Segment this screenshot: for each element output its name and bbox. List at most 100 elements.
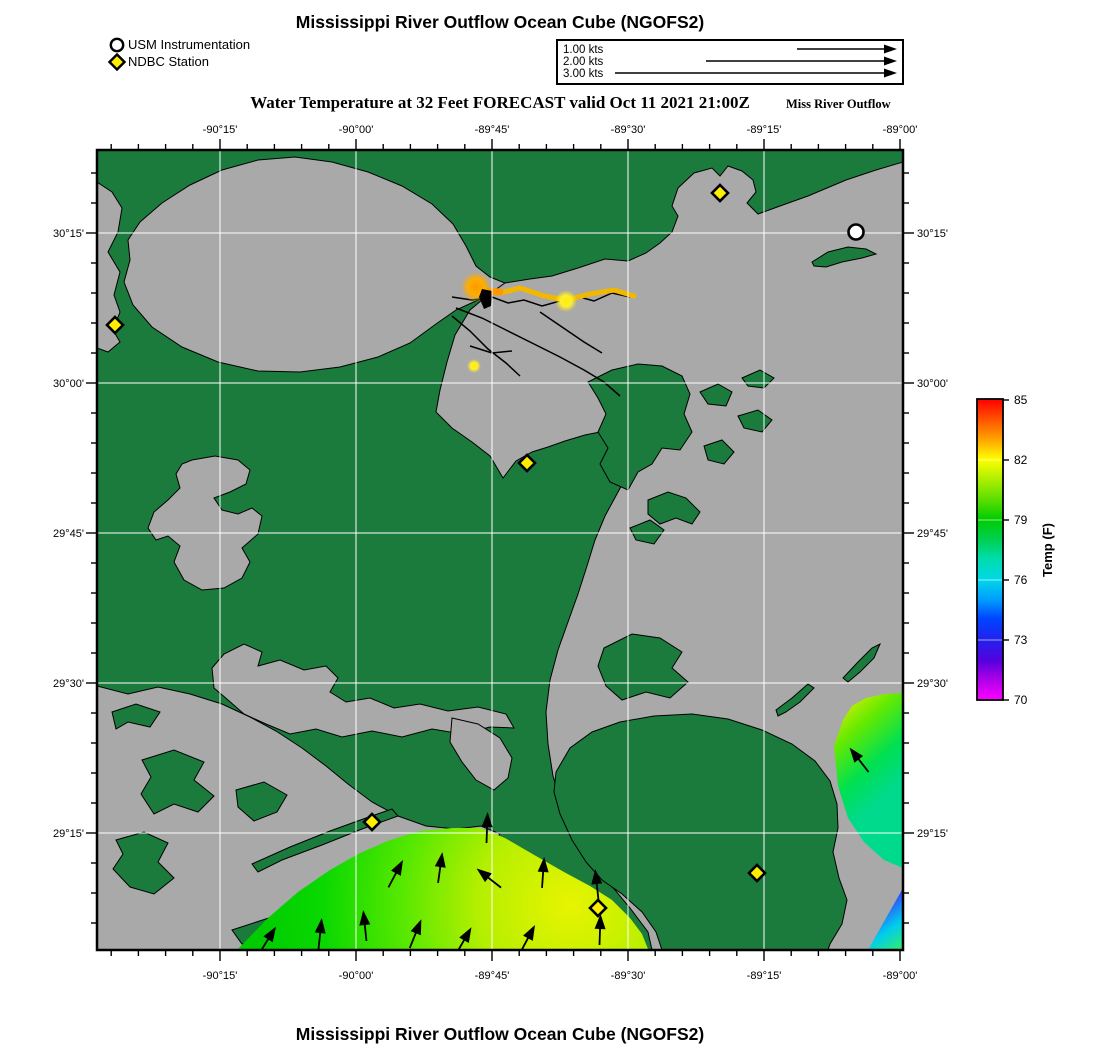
current-arrow — [476, 868, 502, 889]
forecast-subtitle: Water Temperature at 32 Feet FORECAST va… — [250, 93, 750, 112]
lat-label-left: 29°15' — [53, 828, 84, 840]
lon-label-top: -89°15' — [747, 124, 782, 136]
current-arrow — [258, 926, 277, 950]
lat-label-right: 29°45' — [917, 528, 948, 540]
scale-arrow-head — [884, 44, 897, 54]
map-area — [97, 150, 903, 950]
ndbc-diamond-icon — [108, 52, 126, 71]
marsh-water-patch — [842, 642, 881, 683]
usm-circle-icon — [109, 37, 125, 52]
ndbc-station-marker — [588, 898, 608, 918]
page-title: Mississippi River Outflow Ocean Cube (NG… — [295, 12, 705, 32]
current-arrow — [537, 857, 549, 889]
current-vectors — [258, 747, 870, 950]
colorbar-title: Temp (F) — [1040, 523, 1055, 577]
map-frame — [95, 148, 905, 952]
region-label: Miss River Outflow — [786, 97, 891, 111]
ndbc-station-marker — [710, 183, 730, 203]
legend-ndbc-label: NDBC Station — [128, 54, 209, 69]
river-line — [451, 315, 521, 377]
marsh-water-patch — [629, 519, 665, 545]
scale-arrow-head — [884, 68, 897, 78]
current-arrow — [359, 910, 371, 942]
lat-label-left: 30°15' — [53, 228, 84, 240]
lat-label-right: 29°15' — [917, 828, 948, 840]
marsh-water-patch — [775, 683, 815, 717]
lat-label-left: 30°00' — [53, 378, 84, 390]
temp-gradient-region — [868, 888, 903, 950]
lon-label-bottom: -90°15' — [203, 970, 238, 982]
lon-label-bottom: -89°00' — [883, 970, 918, 982]
legend-item-ndbc: NDBC Station — [108, 52, 250, 71]
marsh-water-patch — [703, 439, 735, 465]
land-polygon — [211, 643, 515, 738]
river-line — [539, 311, 603, 354]
lon-label-bottom: -89°15' — [747, 970, 782, 982]
warm-spot — [555, 290, 577, 312]
colorbar-tick-label: 85 — [1014, 393, 1028, 407]
marsh-water-patch — [111, 703, 161, 730]
ndbc-station-marker — [747, 863, 767, 883]
ndbc-station-marker — [362, 812, 382, 832]
land-polygon — [449, 717, 513, 791]
lon-label-top: -89°00' — [883, 124, 918, 136]
lat-label-right: 30°15' — [917, 228, 948, 240]
station-markers — [105, 183, 865, 918]
marsh-water-patch — [811, 246, 878, 268]
scale-row-label: 1.00 kts — [563, 44, 604, 56]
marker-legend: USM Instrumentation NDBC Station — [108, 36, 250, 71]
lon-label-top: -89°45' — [475, 124, 510, 136]
colorbar: 85 82 79 76 73 70 Temp (F) — [976, 393, 1055, 707]
temp-gradient-region — [834, 693, 903, 868]
current-arrow — [481, 812, 493, 844]
marsh-water-patch — [112, 831, 175, 895]
colorbar-tick-label: 79 — [1014, 513, 1028, 527]
ndbc-station-marker — [517, 453, 537, 473]
temp-gradient-region — [238, 828, 648, 949]
lon-label-bottom: -89°30' — [611, 970, 646, 982]
river-line — [455, 307, 621, 397]
current-arrow — [455, 927, 472, 950]
colorbar-tick-label: 70 — [1014, 693, 1028, 707]
lon-label-top: -89°30' — [611, 124, 646, 136]
marsh-water-patch — [699, 383, 733, 407]
current-arrow — [387, 859, 403, 888]
warm-spot — [467, 359, 481, 373]
current-arrow — [314, 918, 326, 950]
marsh-water-patch — [647, 491, 701, 525]
current-arrow — [849, 747, 870, 773]
lat-label-right: 29°30' — [917, 678, 948, 690]
current-arrow — [434, 852, 446, 883]
lon-label-bottom: -89°45' — [475, 970, 510, 982]
legend-item-usm: USM Instrumentation — [108, 36, 250, 53]
usm-station-marker — [847, 223, 865, 241]
marsh-water-patch — [140, 749, 215, 815]
scale-row-label: 3.00 kts — [563, 68, 604, 80]
colorbar-tick-label: 73 — [1014, 633, 1028, 647]
delta-pass — [479, 289, 492, 309]
warm-water-layer — [238, 693, 903, 950]
land-polygon — [97, 181, 123, 353]
current-arrow — [408, 919, 422, 949]
legend-usm-label: USM Instrumentation — [128, 37, 251, 52]
land-polygon — [147, 455, 263, 591]
lon-label-top: -90°00' — [339, 124, 374, 136]
marsh-water-patch — [235, 781, 288, 822]
scale-row-label: 2.00 kts — [563, 56, 604, 68]
scale-arrow-head — [884, 56, 897, 66]
current-arrow — [594, 914, 606, 946]
lat-label-left: 29°45' — [53, 528, 84, 540]
graticule — [97, 150, 903, 950]
colorbar-gradient — [977, 399, 1003, 700]
current-arrow — [591, 869, 603, 901]
ndbc-station-marker — [105, 315, 125, 335]
axes: -90°15' -90°15' -90°00' -90°00' -89°45' -89°4… — [53, 124, 948, 982]
lat-label-left: 29°30' — [53, 678, 84, 690]
bottom-title: Mississippi River Outflow Ocean Cube (NG… — [295, 1024, 705, 1044]
colorbar-tick-label: 76 — [1014, 573, 1028, 587]
lat-label-right: 30°00' — [917, 378, 948, 390]
lon-label-top: -90°15' — [203, 124, 238, 136]
